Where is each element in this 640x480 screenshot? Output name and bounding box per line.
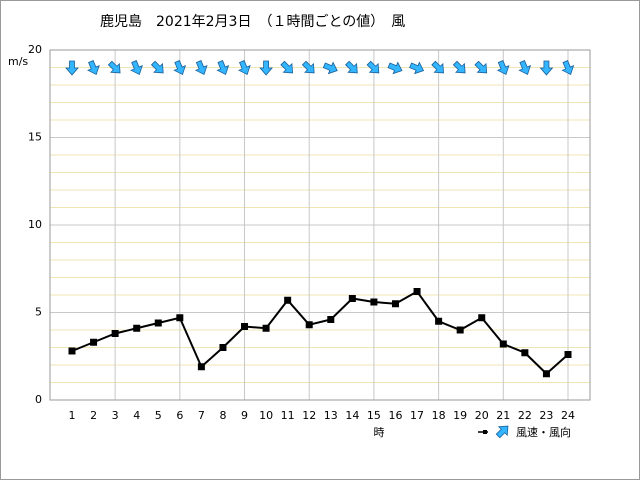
point [521, 349, 529, 357]
wind-arrow [366, 60, 380, 74]
x-tick-label: 5 [155, 409, 162, 422]
legend-point [483, 430, 487, 434]
x-tick-label: 12 [302, 409, 316, 422]
y-tick-label: 0 [35, 393, 42, 406]
wind-arrow [452, 60, 466, 74]
y-tick-label: 15 [28, 131, 42, 144]
x-tick-label: 18 [432, 409, 446, 422]
x-tick-label: 8 [219, 409, 226, 422]
wind-arrow [194, 60, 208, 76]
y-tick-label: 20 [28, 43, 42, 56]
wind-arrow [518, 60, 532, 76]
wind-arrow [561, 60, 575, 76]
point [435, 317, 443, 325]
point [542, 370, 550, 378]
chart-title: 鹿児島 2021年2月3日 （１時間ごとの値） 風 [100, 13, 405, 30]
plot-border [49, 49, 591, 401]
wind-arrow [107, 60, 121, 74]
x-tick-label: 14 [345, 409, 359, 422]
wind-arrow [65, 60, 79, 76]
line [71, 290, 569, 376]
x-tick-label: 2 [90, 409, 97, 422]
x-tick-label: 9 [241, 409, 248, 422]
x-axis-label: 時 [374, 426, 385, 439]
x-tick-label: 3 [112, 409, 119, 422]
point [176, 314, 184, 322]
wind-arrow [216, 60, 230, 76]
point [456, 326, 464, 334]
wind-arrow [150, 60, 164, 74]
x-tick-label: 23 [539, 409, 553, 422]
point [327, 316, 335, 323]
x-tick-label: 16 [388, 409, 402, 422]
point [284, 296, 292, 304]
x-tick-label: 20 [475, 409, 489, 422]
point [564, 351, 572, 358]
wind-arrow [87, 60, 100, 76]
wind-arrow [431, 60, 444, 74]
point [478, 314, 486, 322]
x-tick-label: 19 [453, 409, 467, 422]
x-tick-label: 7 [198, 409, 205, 422]
wind-arrow [238, 60, 251, 76]
x-tick-label: 17 [410, 409, 424, 422]
point [370, 298, 378, 306]
x-tick-label: 15 [367, 409, 381, 422]
point [348, 295, 356, 302]
point [154, 319, 162, 327]
wind-arrow [345, 60, 358, 74]
point [111, 330, 119, 337]
y-tick-label: 10 [28, 218, 42, 231]
point [197, 363, 205, 371]
x-tick-label: 6 [176, 409, 183, 422]
wind-arrow [474, 60, 488, 74]
x-tick-label: 22 [518, 409, 532, 422]
legend-arrow [495, 425, 509, 439]
point [219, 344, 227, 351]
x-tick-label: 24 [561, 409, 575, 422]
x-tick-label: 11 [281, 409, 295, 422]
point [413, 288, 421, 295]
x-tick-label: 13 [324, 409, 338, 422]
y-tick-label: 5 [35, 306, 42, 319]
point [391, 300, 399, 308]
wind-arrow [301, 60, 315, 74]
x-tick-label: 10 [259, 409, 273, 422]
wind-arrow [280, 60, 294, 74]
x-tick-label: 1 [69, 409, 76, 422]
wind-arrow [130, 60, 143, 76]
wind-arrow [496, 60, 510, 76]
point [68, 347, 76, 355]
wind-arrow [409, 61, 425, 75]
point [90, 338, 98, 346]
x-tick-label: 4 [133, 409, 140, 422]
wind-arrow [173, 60, 187, 76]
x-tick-label: 21 [496, 409, 510, 422]
wind-arrow [539, 60, 554, 76]
wind-arrow [322, 61, 338, 75]
wind-arrow [259, 60, 273, 76]
point [305, 321, 313, 329]
legend-label: 風速・風向 [516, 425, 571, 439]
point [133, 324, 141, 332]
point [499, 340, 507, 348]
wind-arrow [387, 61, 403, 75]
y-axis-label: m/s [8, 55, 28, 68]
point [241, 323, 249, 330]
point [262, 324, 270, 332]
